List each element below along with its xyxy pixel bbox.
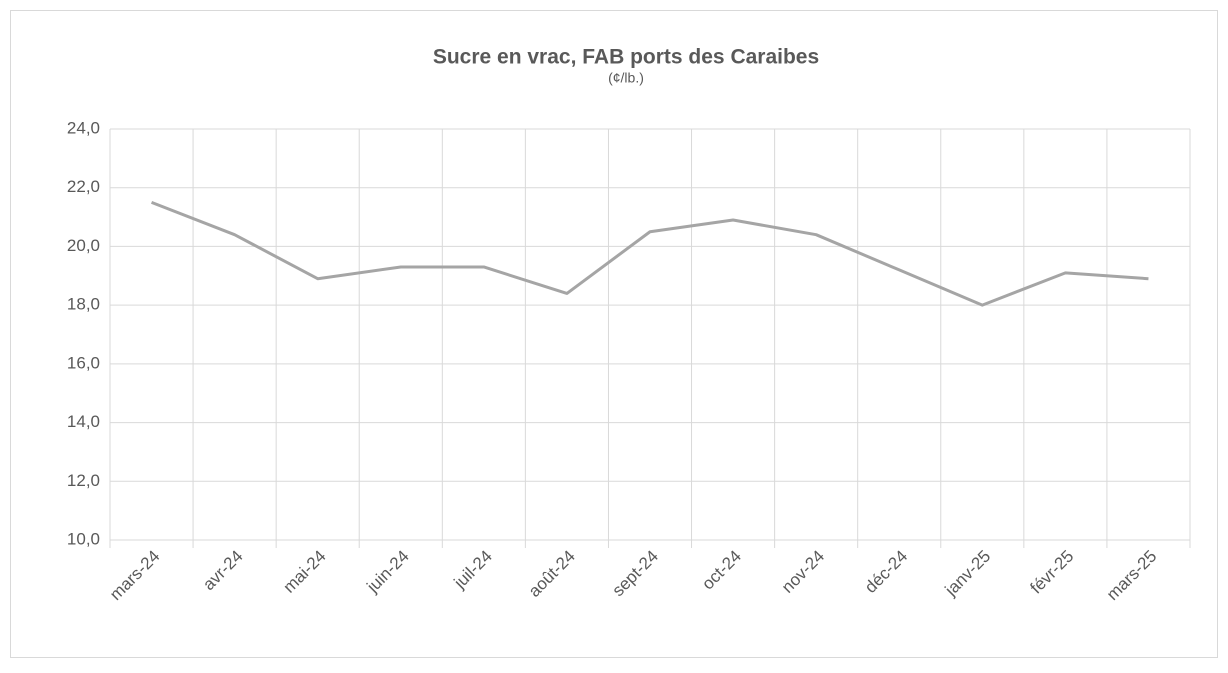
y-tick-label: 22,0 bbox=[67, 177, 100, 196]
chart-frame bbox=[10, 10, 1218, 658]
y-tick-label: 20,0 bbox=[67, 236, 100, 255]
y-tick-label: 24,0 bbox=[67, 118, 100, 137]
y-tick-label: 18,0 bbox=[67, 295, 100, 314]
chart-subtitle: (¢/lb.) bbox=[608, 70, 644, 86]
y-tick-label: 16,0 bbox=[67, 353, 100, 372]
y-tick-label: 12,0 bbox=[67, 471, 100, 490]
y-tick-label: 10,0 bbox=[67, 529, 100, 548]
y-tick-label: 14,0 bbox=[67, 412, 100, 431]
series-line bbox=[150, 200, 1149, 307]
chart-title: Sucre en vrac, FAB ports des Caraibes bbox=[433, 46, 819, 69]
